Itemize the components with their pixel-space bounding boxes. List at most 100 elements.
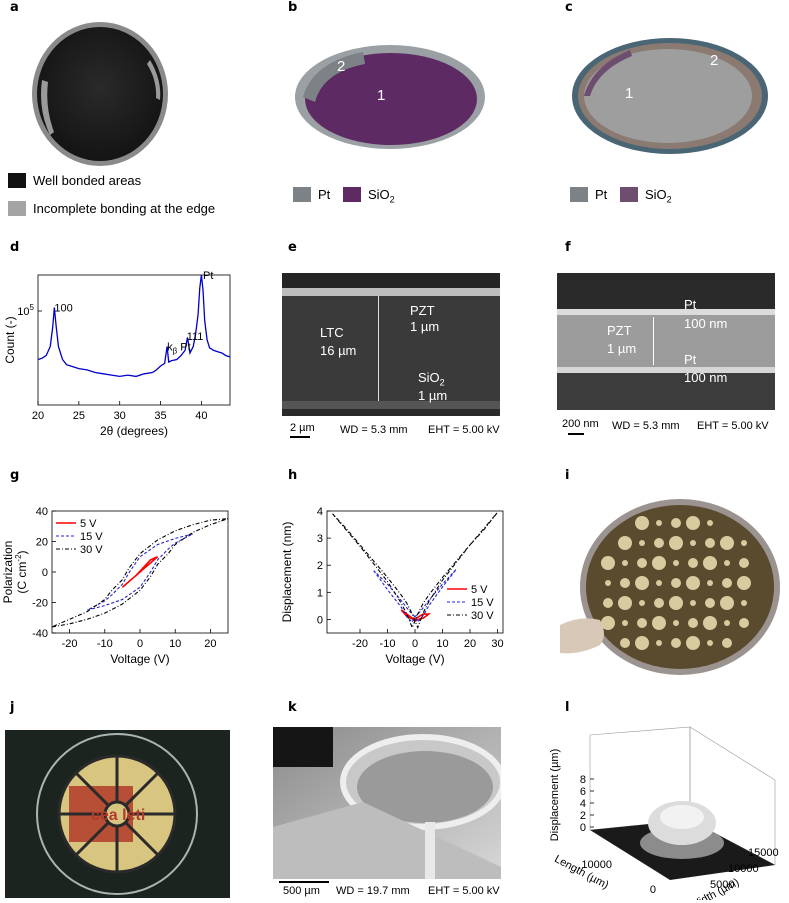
center-disc xyxy=(103,800,131,828)
hand xyxy=(560,618,604,654)
x-tick-label: -10 xyxy=(97,638,113,650)
z-tick-label: 8 xyxy=(580,774,586,786)
x-tick-label: 0 xyxy=(412,638,418,650)
x-tick-label: 10 xyxy=(436,638,448,650)
device-dot xyxy=(707,640,713,646)
x-axis-label: Voltage (V) xyxy=(385,652,444,666)
panel-label-f: f xyxy=(565,240,571,255)
device-dot xyxy=(720,536,734,550)
beam xyxy=(425,822,435,879)
pzt-layer xyxy=(282,288,500,296)
scale-bar-label: 200 nm xyxy=(562,418,599,430)
legend-label: 30 V xyxy=(471,610,494,622)
device-dot xyxy=(669,596,683,610)
y-tick-label: 0 xyxy=(650,884,656,896)
device-dot xyxy=(635,636,649,650)
wafer-bonded-area xyxy=(37,27,163,161)
device-dot xyxy=(601,616,615,630)
x-tick-label: 0 xyxy=(137,638,143,650)
scale-bar xyxy=(279,881,329,883)
y-axis-unit-exponent: -2 xyxy=(14,554,23,562)
device-dot xyxy=(703,616,717,630)
device-dot xyxy=(639,540,645,546)
marker-2: 2 xyxy=(337,58,346,75)
device-dot xyxy=(724,620,730,626)
label-ltc-thickness: 16 µm xyxy=(320,343,357,358)
marker-1: 1 xyxy=(377,87,386,104)
device-dot xyxy=(622,620,628,626)
label-pt-bottom: Pt xyxy=(684,352,697,367)
panel-label-k: k xyxy=(288,700,297,715)
device-dot xyxy=(673,620,679,626)
panel-label-d: d xyxy=(10,240,20,255)
device-dot xyxy=(618,536,632,550)
label-sio2: SiO2 xyxy=(418,370,445,388)
sem-image-f xyxy=(557,273,775,410)
device-dot xyxy=(741,540,747,546)
legend-label-bonded: Well bonded areas xyxy=(33,173,142,188)
xrd-line xyxy=(37,274,231,378)
sem-image-e xyxy=(282,273,500,416)
z-tick-label: 4 xyxy=(580,798,586,810)
eht-label: EHT = 5.00 kV xyxy=(697,420,769,432)
panel-label-l: l xyxy=(565,700,570,715)
legend-label-pt: Pt xyxy=(595,187,608,202)
device-dot xyxy=(703,556,717,570)
z-tick-label: 0 xyxy=(580,822,586,834)
device-dot xyxy=(618,596,632,610)
legend-label: 15 V xyxy=(80,531,103,543)
sio2-edge xyxy=(584,50,632,96)
panel-label-j: j xyxy=(10,700,15,715)
device-dot xyxy=(637,618,647,628)
peak-annotation-suffix: Pt xyxy=(177,341,190,353)
pt-area xyxy=(303,52,365,102)
wafer-photo-a xyxy=(32,22,168,166)
device-dot xyxy=(707,580,713,586)
y-tick-label: -40 xyxy=(32,628,48,640)
series-line-15v xyxy=(373,568,457,624)
x-tick-label: 5000 xyxy=(710,879,734,891)
y-tick-label: 2 xyxy=(317,560,323,572)
device-dot xyxy=(652,616,666,630)
y-tick-label: -20 xyxy=(32,598,48,610)
legend-swatch-bonded xyxy=(8,173,26,188)
panel-label-c: c xyxy=(565,0,573,15)
chart-xrd: 20 25 30 35 40 105 2θ (degrees) Count (-) 100 kβ … xyxy=(3,270,231,438)
x-tick-label: 35 xyxy=(154,410,166,422)
z-axis-label: Displacement (µm) xyxy=(549,749,561,842)
device-dot xyxy=(686,516,700,530)
y-axis-label: Count (-) xyxy=(3,316,17,363)
legend-label-incomplete: Incomplete bonding at the edge xyxy=(33,201,216,216)
device-dot xyxy=(622,560,628,566)
x-tick-label: 20 xyxy=(32,410,44,422)
dark-corner xyxy=(273,727,333,767)
chart-displacement: -20 -10 0 10 20 30 0 1 2 3 4 Voltage (V) Displacemen… xyxy=(280,506,504,666)
wafer-photo-i xyxy=(560,499,780,675)
sem-image-k xyxy=(273,727,501,879)
eht-label: EHT = 5.00 kV xyxy=(428,885,500,897)
device-dot xyxy=(690,600,696,606)
device-dot xyxy=(671,638,681,648)
y-tick-label: 20 xyxy=(36,537,48,549)
device-dot xyxy=(686,636,700,650)
edge-unbonded-patch xyxy=(147,60,161,100)
peak-annotation: 100 xyxy=(54,302,72,314)
device-photo-j: cea leti xyxy=(5,730,230,898)
marker-1: 1 xyxy=(625,85,634,102)
top-dark-band xyxy=(282,273,500,288)
device-dot xyxy=(707,520,713,526)
device-dot xyxy=(669,536,683,550)
x-tick-label: -20 xyxy=(62,638,78,650)
scale-bar-label: 500 µm xyxy=(283,885,320,897)
wafer-photo-c xyxy=(572,38,768,154)
device-dot xyxy=(654,538,664,548)
x-tick-label: 20 xyxy=(204,638,216,650)
x-tick-label: 10000 xyxy=(728,863,759,875)
plot-frame xyxy=(37,274,231,406)
label-pzt: PZT xyxy=(410,303,435,318)
z-tick-label: 6 xyxy=(580,786,586,798)
y-tick-label: 0 xyxy=(317,614,323,626)
x-tick-label: 20 xyxy=(464,638,476,650)
device-dot xyxy=(705,598,715,608)
wd-label: WD = 5.3 mm xyxy=(612,420,680,432)
